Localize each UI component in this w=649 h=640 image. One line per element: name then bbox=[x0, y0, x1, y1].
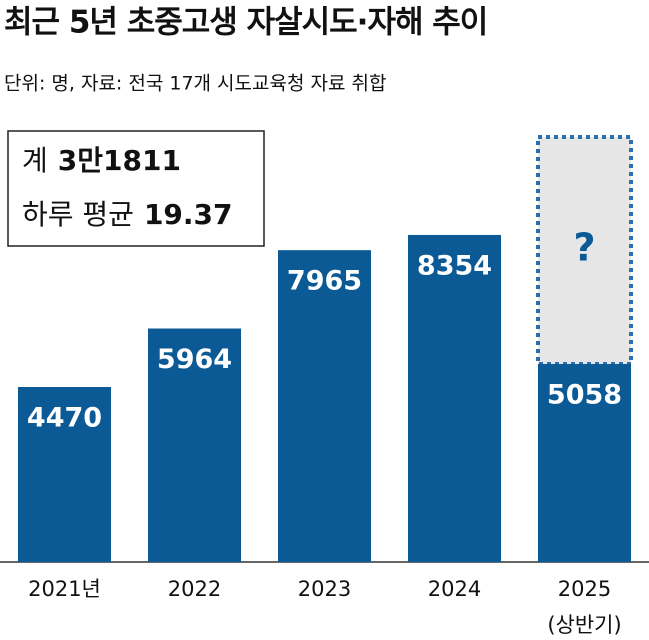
summary-value: 3만1811 bbox=[58, 144, 181, 177]
value-label: 8354 bbox=[417, 250, 492, 281]
summary-line: 계 3만1811 bbox=[22, 144, 181, 177]
chart-subtitle: 단위: 명, 자료: 전국 17개 시도교육청 자료 취합 bbox=[4, 73, 386, 95]
summary-label: 하루 평균 bbox=[22, 198, 134, 231]
value-label: 5058 bbox=[547, 379, 622, 410]
bar bbox=[538, 363, 631, 562]
bar bbox=[408, 234, 501, 562]
x-tick-label: 2025 bbox=[558, 577, 611, 601]
summary-label: 계 bbox=[22, 144, 48, 177]
summary-value: 19.37 bbox=[144, 198, 233, 231]
chart-title: 최근 5년 초중고생 자살시도·자해 추이 bbox=[4, 5, 487, 41]
x-tick-label: 2024 bbox=[428, 577, 481, 601]
x-tick-label: 2022 bbox=[168, 577, 221, 601]
value-label: 4470 bbox=[27, 403, 102, 434]
bar bbox=[278, 250, 371, 562]
value-label: 7965 bbox=[287, 266, 362, 297]
summary-box bbox=[7, 130, 265, 247]
x-tick-label: 2021년 bbox=[28, 577, 101, 601]
summary-line: 하루 평균 19.37 bbox=[22, 198, 233, 231]
value-label: 5964 bbox=[157, 344, 232, 375]
bar bbox=[148, 328, 241, 562]
pending-box bbox=[536, 135, 633, 366]
pending-mark: ? bbox=[573, 226, 595, 270]
bar bbox=[18, 387, 111, 562]
x-tick-label: 2023 bbox=[298, 577, 351, 601]
category-note: (상반기) bbox=[547, 613, 621, 637]
